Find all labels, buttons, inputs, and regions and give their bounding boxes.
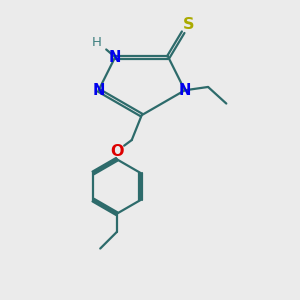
Text: N: N	[109, 50, 121, 64]
Text: H: H	[92, 36, 102, 49]
Text: N: N	[92, 83, 105, 98]
Text: O: O	[110, 144, 124, 159]
Text: S: S	[182, 17, 194, 32]
Text: N: N	[179, 83, 191, 98]
